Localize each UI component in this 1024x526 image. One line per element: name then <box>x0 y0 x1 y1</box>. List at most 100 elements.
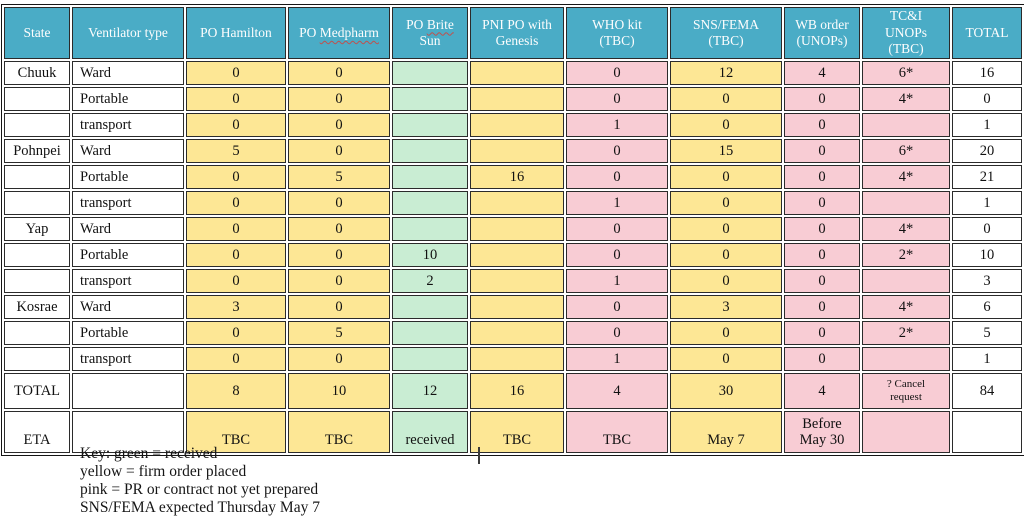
table-cell[interactable]: 16 <box>470 165 564 189</box>
table-cell[interactable] <box>470 191 564 215</box>
column-header[interactable]: TC&I UNOPs (TBC) <box>862 7 950 59</box>
table-cell[interactable]: 5 <box>952 321 1022 345</box>
table-cell[interactable]: 0 <box>784 87 860 111</box>
table-cell[interactable] <box>470 87 564 111</box>
table-cell[interactable]: 0 <box>566 165 668 189</box>
table-cell[interactable]: 0 <box>288 347 390 371</box>
table-cell[interactable]: 15 <box>670 139 782 163</box>
table-cell[interactable]: 0 <box>784 347 860 371</box>
table-cell[interactable]: 0 <box>186 347 286 371</box>
table-cell[interactable]: ? Cancel request <box>862 373 950 409</box>
table-cell[interactable]: 0 <box>186 61 286 85</box>
table-cell[interactable]: 6 <box>952 295 1022 319</box>
table-cell[interactable] <box>392 61 468 85</box>
table-cell[interactable]: transport <box>72 269 184 293</box>
table-cell[interactable]: 5 <box>186 139 286 163</box>
table-cell[interactable]: 0 <box>784 165 860 189</box>
table-cell[interactable]: 0 <box>952 87 1022 111</box>
column-header[interactable]: SNS/FEMA (TBC) <box>670 7 782 59</box>
table-cell[interactable] <box>470 217 564 241</box>
table-cell[interactable] <box>392 347 468 371</box>
table-cell[interactable]: Ward <box>72 217 184 241</box>
table-cell[interactable]: 4 <box>784 61 860 85</box>
table-cell[interactable]: 1 <box>566 113 668 137</box>
table-cell[interactable] <box>392 191 468 215</box>
table-cell[interactable]: 0 <box>566 321 668 345</box>
table-cell[interactable]: 0 <box>784 139 860 163</box>
table-cell[interactable]: 16 <box>952 61 1022 85</box>
table-cell[interactable]: 0 <box>186 113 286 137</box>
table-cell[interactable]: 0 <box>186 269 286 293</box>
table-cell[interactable]: 0 <box>952 217 1022 241</box>
table-cell[interactable] <box>392 295 468 319</box>
table-cell[interactable]: ETA <box>4 411 70 453</box>
table-cell[interactable]: 0 <box>288 295 390 319</box>
table-cell[interactable] <box>952 411 1022 453</box>
table-cell[interactable]: 21 <box>952 165 1022 189</box>
table-cell[interactable]: 10 <box>288 373 390 409</box>
column-header[interactable]: TOTAL <box>952 7 1022 59</box>
table-cell[interactable]: 8 <box>186 373 286 409</box>
table-cell[interactable] <box>4 269 70 293</box>
table-cell[interactable]: 5 <box>288 321 390 345</box>
table-cell[interactable]: TBC <box>186 411 286 453</box>
table-cell[interactable]: 0 <box>566 217 668 241</box>
column-header[interactable]: PO Medpharm <box>288 7 390 59</box>
table-cell[interactable]: 2* <box>862 321 950 345</box>
table-cell[interactable] <box>470 269 564 293</box>
table-cell[interactable]: 12 <box>392 373 468 409</box>
column-header[interactable]: Ventilator type <box>72 7 184 59</box>
table-cell[interactable]: TBC <box>566 411 668 453</box>
table-cell[interactable]: Pohnpei <box>4 139 70 163</box>
column-header[interactable]: WB order (UNOPs) <box>784 7 860 59</box>
table-cell[interactable]: 0 <box>670 87 782 111</box>
table-cell[interactable]: 0 <box>186 191 286 215</box>
table-cell[interactable]: 0 <box>288 191 390 215</box>
table-cell[interactable]: 0 <box>288 243 390 267</box>
table-cell[interactable]: 0 <box>670 191 782 215</box>
table-cell[interactable]: 1 <box>952 347 1022 371</box>
table-cell[interactable]: 0 <box>288 113 390 137</box>
table-cell[interactable]: TBC <box>288 411 390 453</box>
table-cell[interactable] <box>72 411 184 453</box>
table-cell[interactable]: 12 <box>670 61 782 85</box>
table-cell[interactable]: 0 <box>784 113 860 137</box>
table-cell[interactable] <box>470 321 564 345</box>
table-cell[interactable]: 0 <box>186 165 286 189</box>
table-cell[interactable]: 0 <box>784 321 860 345</box>
table-cell[interactable]: 10 <box>392 243 468 267</box>
table-cell[interactable]: 3 <box>186 295 286 319</box>
table-cell[interactable] <box>470 113 564 137</box>
table-cell[interactable]: 0 <box>186 243 286 267</box>
table-cell[interactable]: 0 <box>288 87 390 111</box>
table-cell[interactable]: 30 <box>670 373 782 409</box>
table-cell[interactable]: 84 <box>952 373 1022 409</box>
table-cell[interactable] <box>862 411 950 453</box>
table-cell[interactable]: received <box>392 411 468 453</box>
table-cell[interactable]: 0 <box>784 269 860 293</box>
table-cell[interactable]: Yap <box>4 217 70 241</box>
table-cell[interactable]: May 7 <box>670 411 782 453</box>
table-cell[interactable]: Chuuk <box>4 61 70 85</box>
table-cell[interactable]: Ward <box>72 61 184 85</box>
table-cell[interactable]: transport <box>72 347 184 371</box>
table-cell[interactable]: 0 <box>784 243 860 267</box>
table-cell[interactable]: 6* <box>862 61 950 85</box>
table-cell[interactable]: 4* <box>862 295 950 319</box>
table-cell[interactable] <box>392 139 468 163</box>
column-header[interactable]: WHO kit (TBC) <box>566 7 668 59</box>
table-cell[interactable] <box>862 347 950 371</box>
table-cell[interactable]: Portable <box>72 165 184 189</box>
table-cell[interactable]: 3 <box>952 269 1022 293</box>
table-cell[interactable]: 0 <box>566 243 668 267</box>
table-cell[interactable] <box>862 269 950 293</box>
table-cell[interactable]: transport <box>72 191 184 215</box>
table-cell[interactable]: 0 <box>784 217 860 241</box>
table-cell[interactable] <box>470 295 564 319</box>
table-cell[interactable]: 1 <box>566 191 668 215</box>
table-cell[interactable]: 0 <box>670 243 782 267</box>
table-cell[interactable]: Portable <box>72 243 184 267</box>
table-cell[interactable]: 0 <box>566 295 668 319</box>
table-cell[interactable]: 4* <box>862 217 950 241</box>
table-cell[interactable]: Portable <box>72 87 184 111</box>
